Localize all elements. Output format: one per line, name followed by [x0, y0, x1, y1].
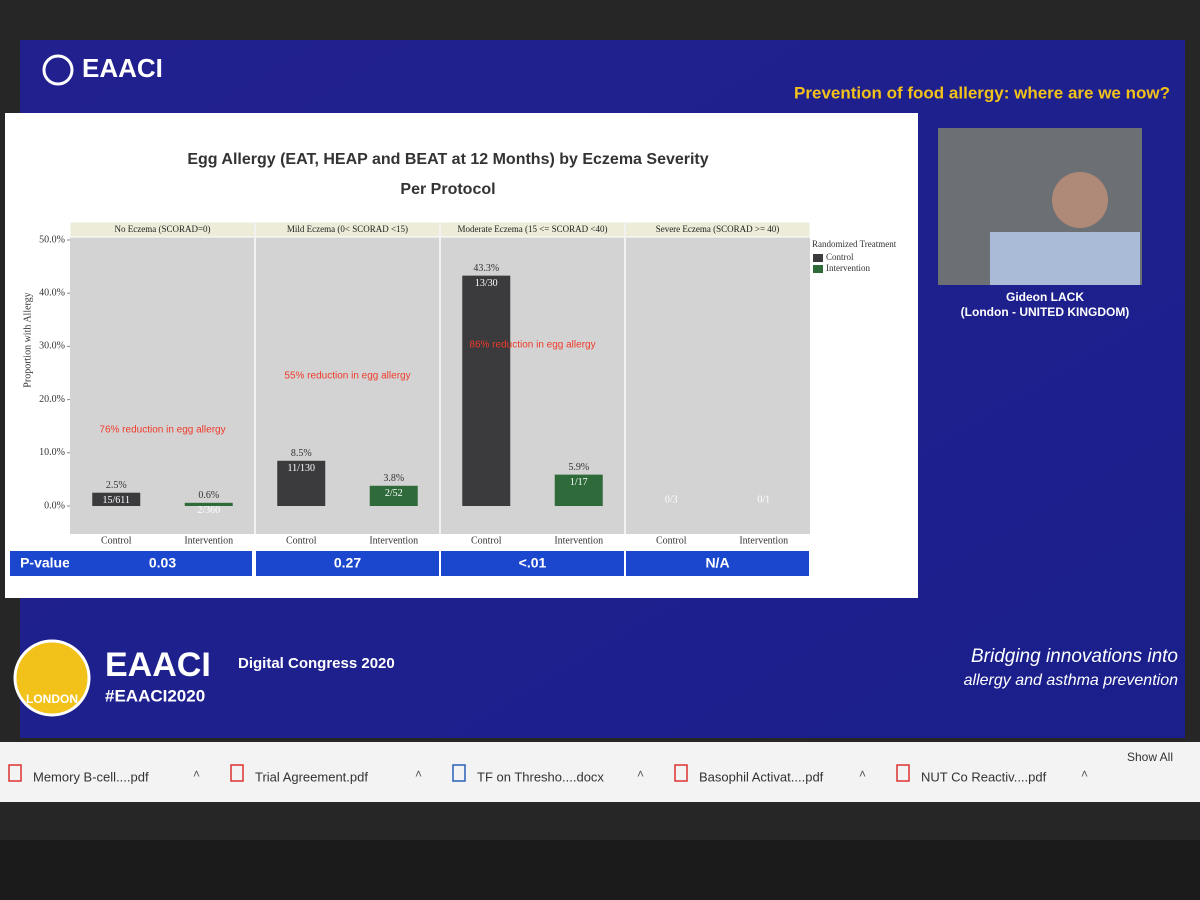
chart-title: Egg Allergy (EAT, HEAP and BEAT at 12 Mo… — [187, 151, 708, 168]
download-item[interactable]: Trial Agreement.pdf — [255, 769, 368, 784]
count-label: 13/30 — [475, 278, 498, 289]
footer-brand: EAACI — [105, 646, 211, 684]
download-item[interactable]: TF on Thresho....docx — [477, 769, 604, 784]
value-label: 8.5% — [291, 448, 312, 459]
x-tick-label: Control — [656, 535, 687, 546]
bar — [184, 502, 233, 506]
bar — [369, 485, 418, 506]
panel-header-label: Mild Eczema (0< SCORAD <15) — [287, 224, 408, 234]
y-tick-label: 0.0% — [44, 500, 65, 511]
footer-hashtag: #EAACI2020 — [105, 686, 205, 705]
value-label: 5.9% — [568, 462, 589, 473]
count-label: 2/52 — [385, 488, 403, 499]
logo-icon — [42, 54, 74, 86]
x-tick-label: Intervention — [739, 535, 788, 546]
count-label: 11/130 — [288, 463, 315, 474]
p-value: N/A — [705, 555, 729, 571]
bar — [92, 492, 141, 506]
panel-header-label: Moderate Eczema (15 <= SCORAD <40) — [458, 224, 608, 234]
download-item[interactable]: Memory B-cell....pdf — [33, 769, 149, 784]
tagline: allergy and asthma prevention — [964, 672, 1178, 689]
value-label: 0.6% — [198, 490, 219, 501]
p-value-cell — [626, 551, 809, 576]
x-tick-label: Control — [101, 535, 132, 546]
value-label: 43.3% — [473, 263, 499, 274]
tagline: Bridging innovations into — [971, 646, 1178, 667]
y-tick-label: 30.0% — [39, 341, 65, 352]
x-tick-label: Control — [286, 535, 317, 546]
p-value: 0.03 — [149, 555, 176, 571]
value-label: 2.5% — [106, 480, 127, 491]
y-axis-label: Proportion with Allergy — [22, 292, 33, 387]
bezel — [0, 840, 1200, 900]
panel-header-label: Severe Eczema (SCORAD >= 40) — [656, 224, 780, 234]
annotation: 86% reduction in egg allergy — [469, 340, 595, 351]
count-label: 2/360 — [197, 505, 220, 516]
download-menu[interactable]: ˄ — [859, 767, 866, 781]
annotation: 76% reduction in egg allergy — [99, 425, 225, 436]
p-value-label: P-value — [20, 555, 70, 571]
speaker-face — [1052, 172, 1108, 228]
y-tick-label: 20.0% — [39, 394, 65, 405]
download-item[interactable]: Basophil Activat....pdf — [699, 769, 824, 784]
p-value: <.01 — [519, 555, 547, 571]
bar — [277, 460, 326, 506]
download-icon — [8, 764, 22, 782]
p-value-cell — [441, 551, 624, 576]
download-bar — [0, 742, 1200, 802]
speaker-name: Gideon LACK — [1006, 290, 1084, 304]
bar — [462, 275, 511, 506]
x-tick-label: Intervention — [184, 535, 233, 546]
download-menu[interactable]: ˄ — [193, 767, 200, 781]
value-label: 3.8% — [383, 473, 404, 484]
legend-title: Randomized Treatment — [812, 239, 897, 249]
footer-event: Digital Congress 2020 — [238, 655, 395, 672]
download-icon — [452, 764, 466, 782]
download-item[interactable]: NUT Co Reactiv....pdf — [921, 769, 1047, 784]
x-tick-label: Intervention — [554, 535, 603, 546]
y-tick-label: 50.0% — [39, 234, 65, 245]
count-label: 1/17 — [570, 477, 588, 488]
p-value-cell — [69, 551, 252, 576]
download-icon — [674, 764, 688, 782]
x-tick-label: Control — [471, 535, 502, 546]
badge-text: LONDON — [26, 692, 78, 706]
speaker-location: (London - UNITED KINGDOM) — [961, 305, 1130, 319]
legend-label: Control — [826, 252, 854, 262]
bar — [554, 474, 603, 506]
logo: EAACI — [82, 53, 163, 83]
legend-swatch — [813, 254, 823, 262]
panel-header-label: No Eczema (SCORAD=0) — [114, 224, 210, 234]
download-menu[interactable]: ˄ — [1081, 767, 1088, 781]
download-icon — [230, 764, 244, 782]
legend-label: Intervention — [826, 263, 870, 273]
download-menu[interactable]: ˄ — [637, 767, 644, 781]
y-tick-label: 40.0% — [39, 287, 65, 298]
x-tick-label: Intervention — [369, 535, 418, 546]
chart-subtitle: Per Protocol — [400, 181, 495, 198]
speaker-shirt — [990, 232, 1140, 285]
p-value-cell — [256, 551, 439, 576]
legend-swatch — [813, 265, 823, 273]
p-value: 0.27 — [334, 555, 361, 571]
count-label: 0/1 — [757, 494, 770, 505]
slide-title: Prevention of food allergy: where are we… — [794, 83, 1170, 102]
annotation: 55% reduction in egg allergy — [284, 371, 410, 382]
count-label: 15/611 — [103, 495, 130, 506]
y-tick-label: 10.0% — [39, 447, 65, 458]
download-icon — [896, 764, 910, 782]
count-label: 0/3 — [665, 494, 678, 505]
badge — [13, 639, 91, 717]
download-menu[interactable]: ˄ — [415, 767, 422, 781]
show-all[interactable]: Show All — [1127, 750, 1173, 764]
